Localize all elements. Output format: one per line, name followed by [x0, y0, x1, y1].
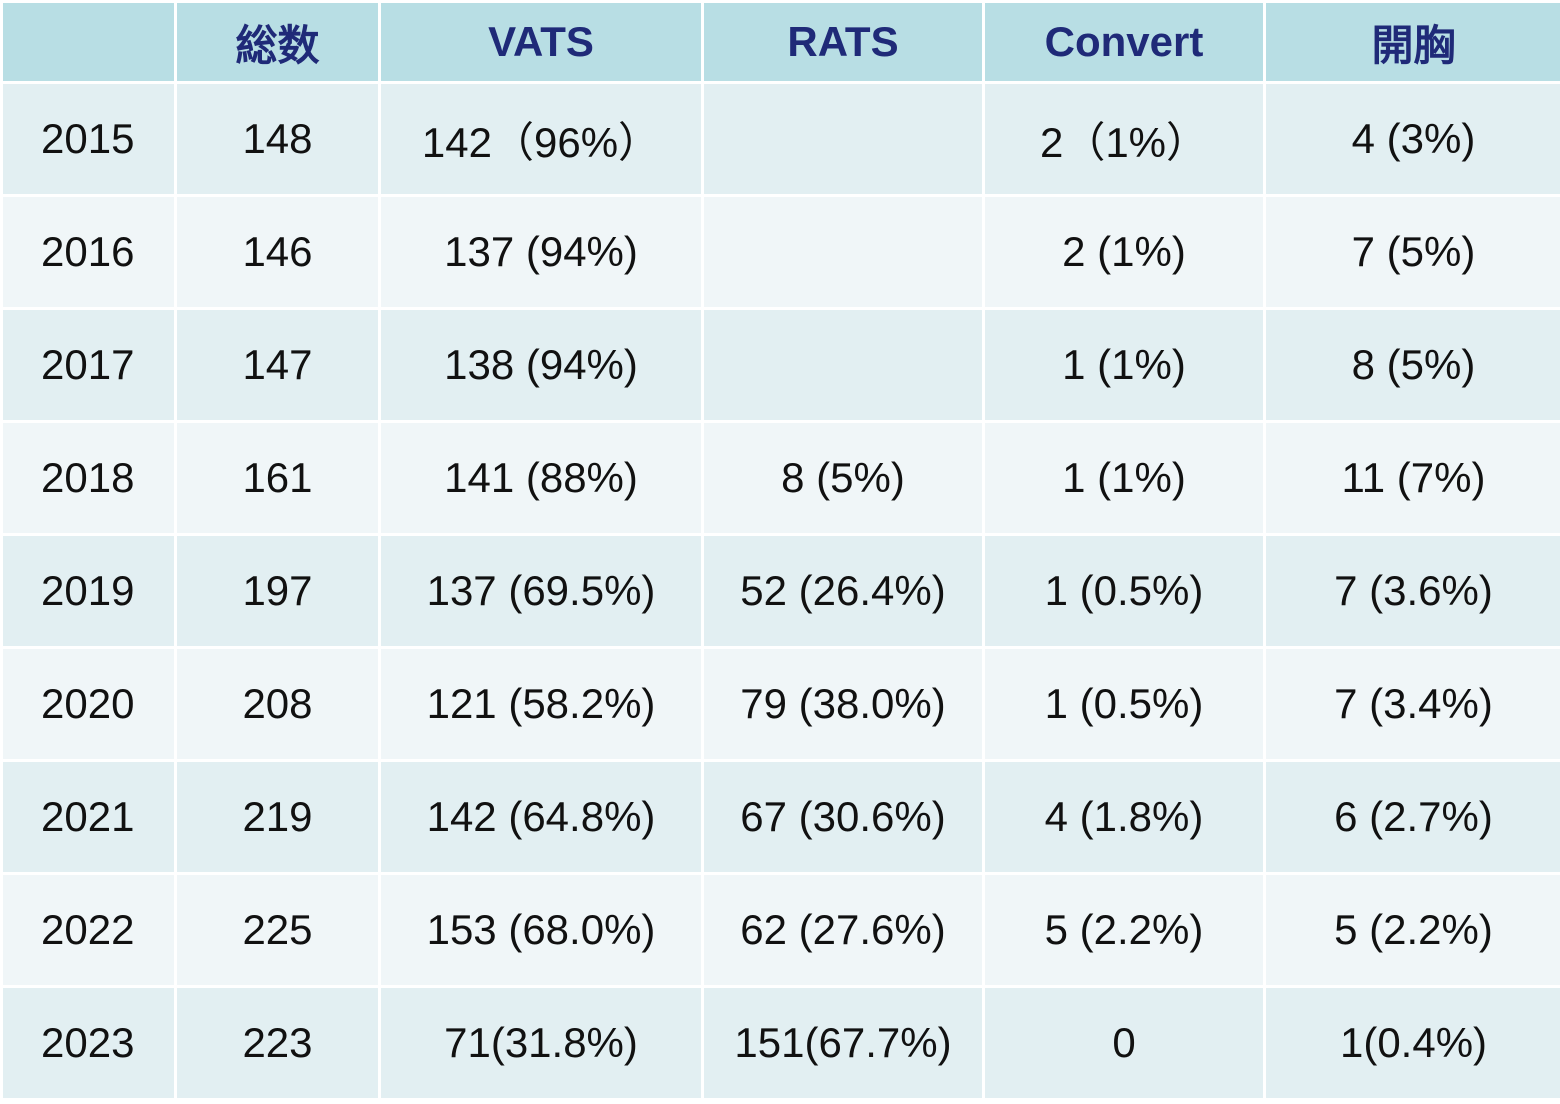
cell-total: 219	[177, 762, 378, 872]
cell-convert: 1 (1%)	[985, 423, 1263, 533]
cell-year: 2021	[3, 762, 174, 872]
cell-rats	[704, 310, 982, 420]
cell-thoracotomy: 7 (3.4%)	[1266, 649, 1560, 759]
cell-thoracotomy: 1(0.4%)	[1266, 988, 1560, 1098]
cell-year: 2016	[3, 197, 174, 307]
cell-year: 2017	[3, 310, 174, 420]
cell-vats: 137 (94%)	[381, 197, 701, 307]
cell-total: 197	[177, 536, 378, 646]
cell-thoracotomy: 5 (2.2%)	[1266, 875, 1560, 985]
cell-rats	[704, 197, 982, 307]
cell-rats: 151(67.7%)	[704, 988, 982, 1098]
cell-total: 146	[177, 197, 378, 307]
cell-rats: 67 (30.6%)	[704, 762, 982, 872]
cell-thoracotomy: 11 (7%)	[1266, 423, 1560, 533]
header-cell-total: 総数	[177, 3, 378, 81]
cell-year: 2023	[3, 988, 174, 1098]
cell-vats: 121 (58.2%)	[381, 649, 701, 759]
cell-year: 2018	[3, 423, 174, 533]
cell-year: 2019	[3, 536, 174, 646]
cell-rats	[704, 84, 982, 194]
cell-convert: 2（1%）	[985, 84, 1263, 194]
cell-vats: 142（96%）	[381, 84, 701, 194]
cell-rats: 79 (38.0%)	[704, 649, 982, 759]
header-cell-vats: VATS	[381, 3, 701, 81]
header-cell-rats: RATS	[704, 3, 982, 81]
cell-thoracotomy: 8 (5%)	[1266, 310, 1560, 420]
cell-rats: 8 (5%)	[704, 423, 982, 533]
cell-convert: 4 (1.8%)	[985, 762, 1263, 872]
cell-thoracotomy: 6 (2.7%)	[1266, 762, 1560, 872]
header-cell-thoracotomy: 開胸	[1266, 3, 1560, 81]
cell-total: 223	[177, 988, 378, 1098]
cell-vats: 141 (88%)	[381, 423, 701, 533]
cell-convert: 0	[985, 988, 1263, 1098]
cell-convert: 1 (0.5%)	[985, 536, 1263, 646]
surgery-stats-table: 総数 VATS RATS Convert 開胸 2015 148 142（96%） 2…	[3, 3, 1560, 1098]
cell-rats: 52 (26.4%)	[704, 536, 982, 646]
cell-thoracotomy: 4 (3%)	[1266, 84, 1560, 194]
cell-vats: 142 (64.8%)	[381, 762, 701, 872]
cell-convert: 2 (1%)	[985, 197, 1263, 307]
cell-thoracotomy: 7 (3.6%)	[1266, 536, 1560, 646]
cell-total: 161	[177, 423, 378, 533]
cell-total: 208	[177, 649, 378, 759]
cell-thoracotomy: 7 (5%)	[1266, 197, 1560, 307]
cell-total: 225	[177, 875, 378, 985]
header-cell-empty	[3, 3, 174, 81]
cell-vats: 153 (68.0%)	[381, 875, 701, 985]
cell-vats: 138 (94%)	[381, 310, 701, 420]
cell-total: 147	[177, 310, 378, 420]
cell-convert: 1 (0.5%)	[985, 649, 1263, 759]
cell-vats: 71(31.8%)	[381, 988, 701, 1098]
cell-year: 2022	[3, 875, 174, 985]
cell-vats: 137 (69.5%)	[381, 536, 701, 646]
cell-total: 148	[177, 84, 378, 194]
cell-convert: 5 (2.2%)	[985, 875, 1263, 985]
cell-convert: 1 (1%)	[985, 310, 1263, 420]
header-cell-convert: Convert	[985, 3, 1263, 81]
cell-year: 2020	[3, 649, 174, 759]
cell-year: 2015	[3, 84, 174, 194]
cell-rats: 62 (27.6%)	[704, 875, 982, 985]
